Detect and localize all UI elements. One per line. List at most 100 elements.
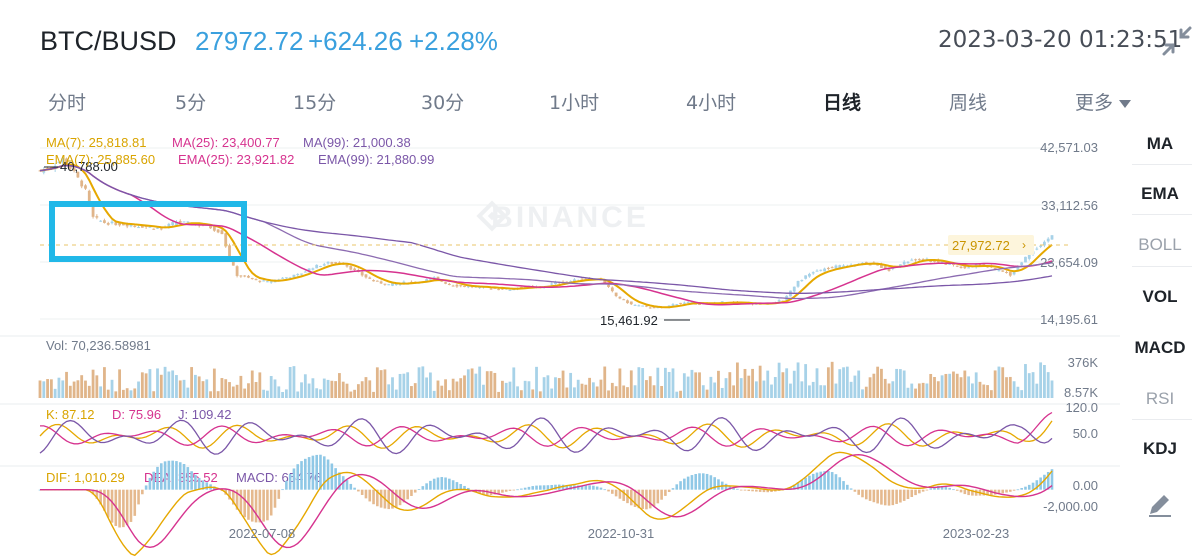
price-tick: 42,571.03 — [1040, 140, 1098, 155]
candle-body — [618, 296, 622, 299]
volume-bar — [993, 370, 997, 398]
volume-bar — [538, 391, 542, 398]
macd-bar — [842, 481, 845, 490]
macd-bar — [292, 468, 296, 490]
draw-tool-icon[interactable] — [1146, 490, 1174, 518]
header: BTC/BUSD 27972.72 +624.26 +2.28% 2023-03… — [0, 0, 1200, 80]
macd-bar — [1043, 474, 1046, 490]
candle-body — [87, 190, 91, 203]
macd-bar — [258, 489, 262, 523]
indicator-boll[interactable]: BOLL — [1138, 235, 1182, 254]
trading-pair[interactable]: BTC/BUSD — [40, 26, 177, 56]
volume-bar — [125, 388, 129, 398]
candle-body — [607, 284, 610, 287]
candle-body — [288, 277, 292, 279]
volume-bar — [353, 389, 356, 398]
tab-time-share[interactable]: 分时 — [48, 92, 87, 114]
indicator-rsi[interactable]: RSI — [1145, 389, 1175, 408]
volume-bar — [826, 367, 830, 398]
indicator-macd[interactable]: MACD — [1134, 338, 1186, 357]
indicator-ema[interactable]: EMA — [1141, 184, 1179, 203]
candle-body — [963, 265, 967, 269]
tab-1h[interactable]: 1小时 — [549, 92, 600, 114]
candle-body — [633, 304, 637, 306]
candle-body — [330, 262, 334, 264]
macd-bar — [963, 489, 967, 495]
candle-body — [800, 279, 804, 282]
last-price-tag-label: 27,972.72 — [952, 238, 1010, 253]
volume-bar — [216, 391, 220, 398]
volume-bar — [565, 387, 569, 398]
candle-body — [57, 161, 61, 163]
volume-bar — [732, 385, 736, 398]
candle-body — [349, 265, 353, 270]
candle-body — [106, 223, 110, 225]
candle-body — [917, 259, 921, 261]
exit-fullscreen-icon[interactable] — [1160, 24, 1194, 58]
volume-bar — [303, 374, 307, 398]
volume-bar — [436, 380, 440, 398]
volume-bar — [880, 368, 883, 398]
volume-bar — [906, 387, 910, 398]
macd-bar — [125, 489, 129, 526]
tab-5m[interactable]: 5分 — [175, 92, 207, 114]
volume-bar — [425, 377, 429, 398]
macd-bar — [175, 461, 178, 490]
volume-bar — [209, 391, 212, 398]
macd-bar — [232, 489, 235, 505]
tab-30m[interactable]: 30分 — [421, 92, 465, 114]
candle-body — [622, 299, 626, 301]
kdj-k-legend: K: 87.12 — [46, 407, 94, 422]
macd-bar — [281, 489, 284, 491]
candle-body — [952, 263, 955, 265]
volume-bar — [91, 369, 95, 398]
macd-bar — [451, 480, 455, 490]
tab-15m[interactable]: 15分 — [293, 92, 337, 114]
tab-1w[interactable]: 周线 — [949, 92, 988, 114]
macd-bar — [421, 486, 425, 490]
volume-bar — [781, 372, 785, 398]
macd-bar — [861, 489, 864, 498]
volume-bar — [808, 385, 811, 398]
candle-body — [804, 275, 808, 279]
volume-bar — [933, 377, 936, 398]
volume-bar — [637, 367, 641, 398]
volume-bar — [459, 378, 463, 398]
candle-body — [569, 281, 573, 283]
indicator-kdj[interactable]: KDJ — [1142, 439, 1177, 458]
tab-4h[interactable]: 4小时 — [686, 92, 737, 114]
macd-bar — [823, 471, 826, 490]
volume-bar — [917, 383, 921, 398]
volume-bar — [872, 373, 876, 398]
candle-body — [796, 280, 800, 287]
macd-bar — [906, 489, 910, 500]
kdj-legend: K: 87.12 D: 75.96 J: 109.42 — [46, 407, 232, 422]
candle-body — [682, 302, 686, 304]
volume-bar — [281, 391, 284, 398]
macd-bar — [982, 489, 986, 496]
volume-bar — [118, 369, 121, 398]
macd-bar — [254, 489, 258, 523]
macd-bar — [466, 487, 470, 490]
indicator-ma[interactable]: MA — [1146, 134, 1174, 153]
tab-more[interactable]: 更多 — [1075, 88, 1132, 115]
kline-chart[interactable]: BINANCE 27,972.72 › 40,788.00 15,461.92 … — [0, 0, 1120, 559]
ma-legend: MA(7): 25,818.81 MA(25): 23,400.77 MA(99… — [46, 135, 434, 167]
volume-bar — [269, 376, 273, 398]
macd-bar — [497, 489, 500, 494]
volume-bar — [785, 368, 789, 398]
volume-bar — [406, 372, 410, 398]
macd-bar — [459, 484, 463, 490]
candle-body — [428, 278, 432, 280]
macd-bar — [167, 460, 171, 490]
macd-bar — [262, 489, 265, 522]
binance-logo-icon — [476, 200, 508, 232]
volume-bar — [175, 375, 178, 398]
indicator-vol[interactable]: VOL — [1142, 287, 1178, 306]
tab-1d[interactable]: 日线 — [823, 92, 862, 114]
macd-bar — [641, 489, 644, 509]
macd-bar — [1050, 469, 1054, 490]
macd-bar — [747, 489, 751, 492]
volume-bar — [121, 389, 125, 398]
candle-body — [84, 185, 87, 189]
